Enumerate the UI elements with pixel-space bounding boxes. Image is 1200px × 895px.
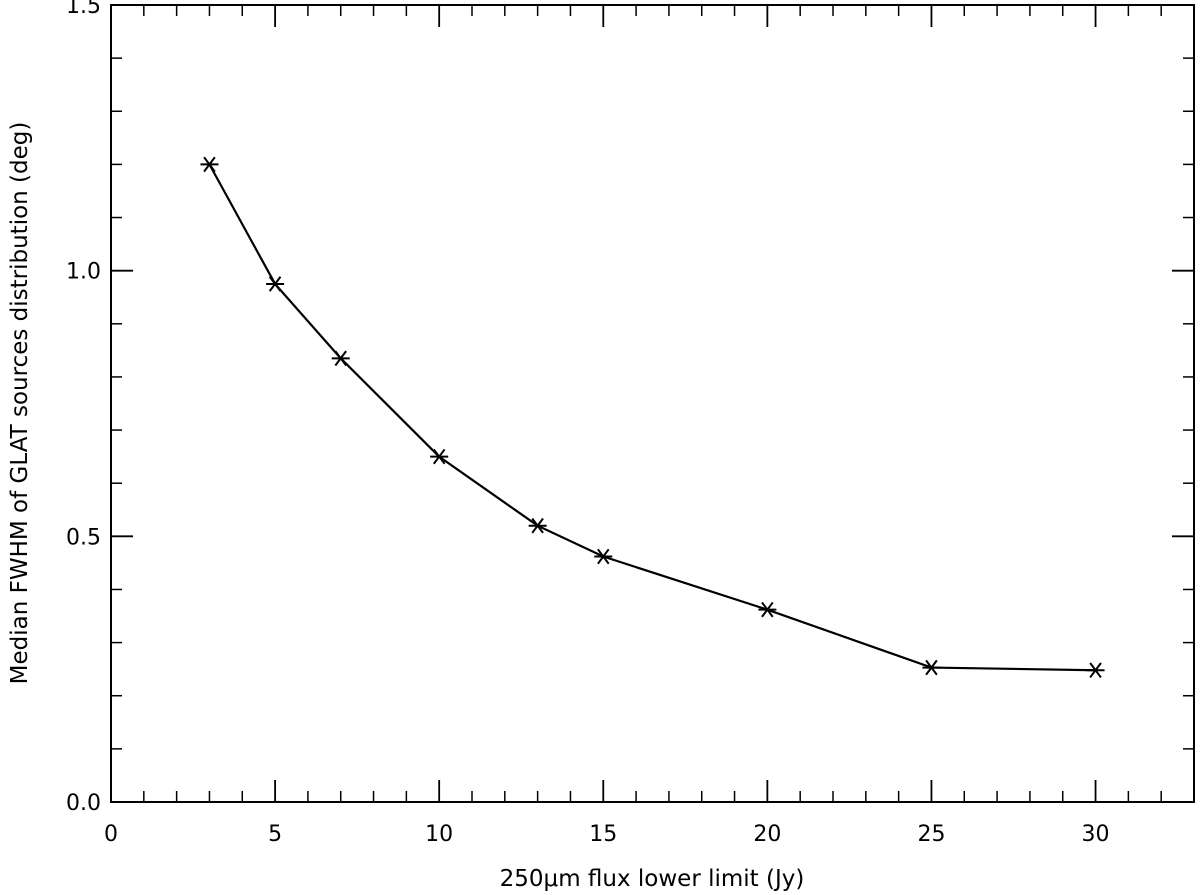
series-layer bbox=[200, 156, 1105, 679]
data-point-marker bbox=[528, 517, 547, 534]
series-line bbox=[208, 163, 1096, 672]
y-tick-label: 1.5 bbox=[66, 0, 101, 19]
y-tick-label: 0.5 bbox=[66, 525, 101, 550]
y-axis-title: Median FWHM of GLAT sources distribution… bbox=[7, 122, 33, 685]
x-tick-label: 20 bbox=[753, 822, 781, 847]
x-tick-labels: 0 5 10 15 20 25 30 bbox=[104, 822, 1110, 847]
x-tick-label: 10 bbox=[425, 822, 453, 847]
y-tick-label: 0.0 bbox=[66, 791, 101, 816]
y-tick-label: 1.0 bbox=[66, 260, 101, 285]
x-tick-label: 30 bbox=[1082, 822, 1110, 847]
data-point-marker bbox=[922, 659, 941, 676]
data-point-marker bbox=[200, 156, 219, 173]
major-ticks bbox=[110, 4, 1194, 803]
data-point-marker bbox=[430, 448, 449, 465]
data-point-marker bbox=[594, 548, 613, 565]
plot-frame bbox=[110, 4, 1195, 803]
x-tick-label: 15 bbox=[589, 822, 617, 847]
data-point-marker bbox=[331, 350, 350, 367]
x-tick-label: 25 bbox=[917, 822, 945, 847]
data-point-marker bbox=[1086, 662, 1105, 679]
x-tick-label: 5 bbox=[268, 822, 282, 847]
minor-ticks bbox=[111, 5, 1195, 802]
data-point-marker bbox=[266, 276, 285, 292]
x-tick-label: 0 bbox=[104, 822, 118, 847]
x-axis-title: 250μm flux lower limit (Jy) bbox=[500, 866, 805, 892]
data-point-marker bbox=[758, 601, 777, 618]
y-tick-labels: 0.0 0.5 1.0 1.5 bbox=[66, 0, 101, 816]
